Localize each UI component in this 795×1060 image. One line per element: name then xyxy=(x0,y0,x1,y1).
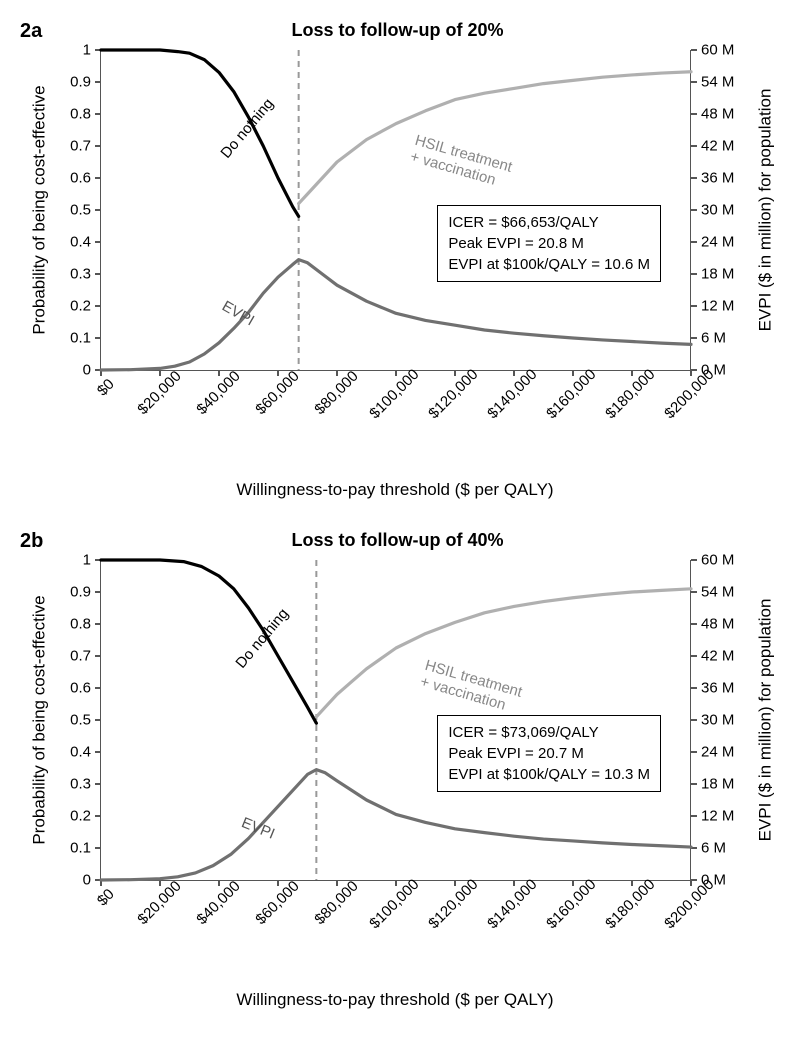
y-left-tick-label: 1 xyxy=(83,42,91,59)
y-right-tick-label: 48 M xyxy=(701,106,734,123)
y-right-tick-label: 36 M xyxy=(701,170,734,187)
y-right-tick-label: 18 M xyxy=(701,776,734,793)
y-right-tick-label: 24 M xyxy=(701,744,734,761)
y-right-tick-label: 60 M xyxy=(701,552,734,569)
panel-title: Loss to follow-up of 20% xyxy=(20,20,775,41)
y-right-tick-label: 30 M xyxy=(701,202,734,219)
plot-area: 00.10.20.30.40.50.60.70.80.910 M6 M12 M1… xyxy=(100,560,691,881)
y-right-axis-title: EVPI ($ in million) for population xyxy=(755,560,775,880)
y-left-tick-label: 0.4 xyxy=(70,234,91,251)
info-peak-evpi: Peak EVPI = 20.8 M xyxy=(448,233,650,254)
y-right-tick-label: 6 M xyxy=(701,840,726,857)
y-left-tick-label: 0.3 xyxy=(70,266,91,283)
info-box: ICER = $73,069/QALYPeak EVPI = 20.7 MEVP… xyxy=(437,715,661,792)
curve-do_nothing xyxy=(101,50,299,216)
y-left-tick-label: 0.7 xyxy=(70,648,91,665)
x-tick-label: $0 xyxy=(94,376,118,400)
info-peak-evpi: Peak EVPI = 20.7 M xyxy=(448,743,650,764)
y-right-tick-label: 36 M xyxy=(701,680,734,697)
y-right-tick-label: 54 M xyxy=(701,74,734,91)
y-left-tick-label: 0.6 xyxy=(70,680,91,697)
y-right-tick-label: 42 M xyxy=(701,648,734,665)
y-left-tick-label: 1 xyxy=(83,552,91,569)
curve-do_nothing xyxy=(101,560,316,723)
y-left-tick-label: 0.1 xyxy=(70,330,91,347)
info-icer: ICER = $73,069/QALY xyxy=(448,722,650,743)
y-left-tick-label: 0.4 xyxy=(70,744,91,761)
y-left-tick-label: 0.8 xyxy=(70,616,91,633)
y-left-tick-label: 0.2 xyxy=(70,298,91,315)
x-tick-label: $0 xyxy=(94,886,118,910)
y-right-tick-label: 60 M xyxy=(701,42,734,59)
y-left-tick-label: 0.9 xyxy=(70,584,91,601)
y-left-tick-label: 0.1 xyxy=(70,840,91,857)
x-axis-title: Willingness-to-pay threshold ($ per QALY… xyxy=(100,990,690,1010)
y-left-axis-title: Probability of being cost-effective xyxy=(30,560,50,880)
y-left-tick-label: 0 xyxy=(83,362,91,379)
plot-area: 00.10.20.30.40.50.60.70.80.910 M6 M12 M1… xyxy=(100,50,691,371)
y-right-tick-label: 6 M xyxy=(701,330,726,347)
y-left-tick-label: 0.8 xyxy=(70,106,91,123)
y-left-tick-label: 0.5 xyxy=(70,712,91,729)
y-left-tick-label: 0.2 xyxy=(70,808,91,825)
y-right-tick-label: 30 M xyxy=(701,712,734,729)
y-right-tick-label: 42 M xyxy=(701,138,734,155)
info-icer: ICER = $66,653/QALY xyxy=(448,212,650,233)
y-right-tick-label: 12 M xyxy=(701,808,734,825)
y-left-axis-title: Probability of being cost-effective xyxy=(30,50,50,370)
y-right-tick-label: 54 M xyxy=(701,584,734,601)
y-left-tick-label: 0.9 xyxy=(70,74,91,91)
y-left-tick-label: 0.7 xyxy=(70,138,91,155)
info-box: ICER = $66,653/QALYPeak EVPI = 20.8 MEVP… xyxy=(437,205,661,282)
y-left-tick-label: 0.5 xyxy=(70,202,91,219)
info-evpi-100k: EVPI at $100k/QALY = 10.3 M xyxy=(448,764,650,785)
y-right-axis-title: EVPI ($ in million) for population xyxy=(755,50,775,370)
y-right-tick-label: 24 M xyxy=(701,234,734,251)
panel-title: Loss to follow-up of 40% xyxy=(20,530,775,551)
info-evpi-100k: EVPI at $100k/QALY = 10.6 M xyxy=(448,254,650,275)
panel-2a: 2aLoss to follow-up of 20%Probability of… xyxy=(20,20,775,500)
y-right-tick-label: 18 M xyxy=(701,266,734,283)
y-left-tick-label: 0.3 xyxy=(70,776,91,793)
y-left-tick-label: 0.6 xyxy=(70,170,91,187)
x-axis-title: Willingness-to-pay threshold ($ per QALY… xyxy=(100,480,690,500)
y-right-tick-label: 48 M xyxy=(701,616,734,633)
panel-2b: 2bLoss to follow-up of 40%Probability of… xyxy=(20,530,775,1010)
y-left-tick-label: 0 xyxy=(83,872,91,889)
y-right-tick-label: 12 M xyxy=(701,298,734,315)
